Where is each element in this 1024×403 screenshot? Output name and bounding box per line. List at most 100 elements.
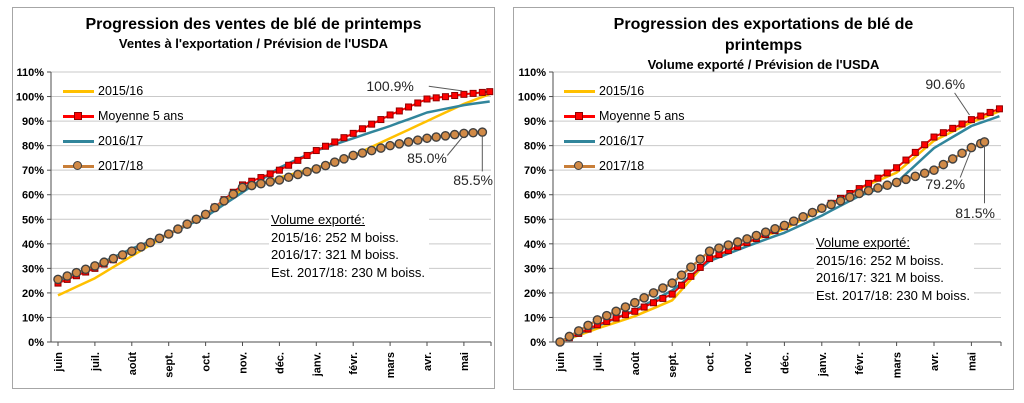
y-tick-label: 0% [28, 337, 44, 349]
square-marker [285, 161, 293, 169]
square-marker [294, 156, 302, 164]
circle-marker [979, 137, 990, 147]
square-marker [650, 299, 657, 307]
circle-marker [431, 132, 442, 142]
circle-marker [704, 246, 715, 256]
circle-marker [210, 202, 220, 213]
legend-label: 2017/18 [599, 158, 645, 173]
circle-marker [459, 128, 469, 139]
square-marker [340, 134, 348, 142]
square-marker [911, 148, 919, 156]
legend-label: 2015/16 [599, 83, 645, 98]
square-marker [668, 290, 676, 298]
square-marker [358, 125, 366, 133]
circle-marker [929, 165, 939, 175]
square-marker [405, 103, 413, 111]
circle-marker [957, 148, 967, 159]
circle-marker [219, 196, 229, 206]
x-tick-label: mars [892, 352, 904, 378]
circle-marker [845, 192, 855, 202]
circle-marker [163, 229, 174, 239]
legend: 2015/16 Moyenne 5 ans 2016/17 2017/18 [63, 78, 183, 178]
legend-label: 2017/18 [98, 158, 144, 173]
y-tick-label: 90% [22, 116, 44, 128]
circle-marker [246, 180, 257, 191]
square-marker [678, 281, 686, 289]
x-tick-label: nov. [742, 352, 754, 374]
circle-marker [53, 274, 63, 285]
y-tick-label: 110% [16, 67, 44, 79]
y-tick-label: 70% [524, 165, 546, 177]
square-marker [414, 99, 422, 107]
circle-marker [732, 237, 743, 247]
square-marker [865, 179, 873, 187]
square-marker [874, 174, 882, 182]
square-marker [921, 141, 929, 149]
legend-label: Moyenne 5 ans [98, 108, 184, 123]
info-box: Volume exporté: 2015/16: 252 M boiss. 201… [814, 234, 974, 306]
plot-area: 0% 10% 20% 30% 40% 50% 60% 70% 80% 90% 100% 110% jui… [16, 67, 494, 378]
y-tick-label: 20% [524, 288, 546, 300]
info-box-heading: Volume exporté: [271, 212, 365, 227]
y-tick-label: 0% [530, 337, 546, 349]
circle-marker [770, 223, 780, 234]
circle-marker [136, 242, 146, 252]
legend-swatch-circle-icon [564, 160, 595, 171]
y-tick-label: 70% [22, 165, 44, 177]
circle-marker [154, 233, 165, 244]
square-marker [368, 120, 376, 128]
circle-marker [376, 143, 386, 153]
legend-swatch-line-icon [63, 136, 94, 146]
circle-marker [695, 254, 706, 264]
circle-marker [630, 297, 640, 308]
info-box-line: 2016/17: 321 M boiss. [271, 247, 399, 262]
circle-marker [228, 189, 239, 199]
circle-marker [422, 133, 432, 144]
chart-subtitle: Ventes à l'exportation / Prévision de l'… [118, 36, 389, 51]
x-tick-label: sept. [667, 352, 679, 378]
circle-marker [366, 145, 377, 156]
circle-marker [256, 178, 266, 189]
legend-item: 2015/16 [564, 78, 684, 103]
y-tick-label: 90% [524, 116, 546, 128]
x-tick-label: juin [53, 352, 65, 373]
y-tick-label: 60% [22, 190, 44, 202]
y-tick-label: 60% [524, 190, 546, 202]
x-tick-label: déc. [779, 352, 791, 374]
x-tick-label: déc. [274, 352, 286, 374]
circle-marker [873, 183, 883, 193]
circle-marker [966, 142, 977, 153]
circle-marker [919, 168, 930, 179]
series-markers-2017-18 [555, 137, 990, 347]
square-marker [312, 147, 320, 155]
square-marker [995, 105, 1003, 113]
circle-marker [191, 214, 202, 225]
square-marker [432, 94, 440, 102]
circle-marker [882, 180, 893, 191]
circle-marker [302, 166, 312, 177]
legend-item: 2015/16 [63, 78, 183, 103]
circle-marker [611, 306, 621, 317]
x-tick-label: oct. [705, 352, 717, 372]
circle-marker [99, 257, 109, 268]
square-marker [631, 307, 639, 315]
square-marker [478, 88, 486, 96]
circle-marker [751, 230, 762, 241]
square-marker [275, 166, 283, 174]
square-marker [883, 169, 891, 177]
legend-label: 2016/17 [98, 133, 144, 148]
square-marker [395, 107, 403, 115]
square-marker [939, 129, 947, 137]
circle-marker [564, 331, 575, 342]
data-label: 85.5% [453, 172, 493, 188]
data-label: 85.0% [407, 149, 447, 166]
legend-swatch-circle-icon [63, 160, 94, 171]
legend-label: Moyenne 5 ans [599, 108, 685, 123]
data-label: 81.5% [955, 205, 995, 222]
x-tick-label: juin [555, 352, 567, 373]
square-marker [486, 88, 494, 96]
annotation-leader [446, 137, 463, 156]
legend-label: 2015/16 [98, 83, 144, 98]
x-tick-label: juil. [592, 352, 604, 372]
